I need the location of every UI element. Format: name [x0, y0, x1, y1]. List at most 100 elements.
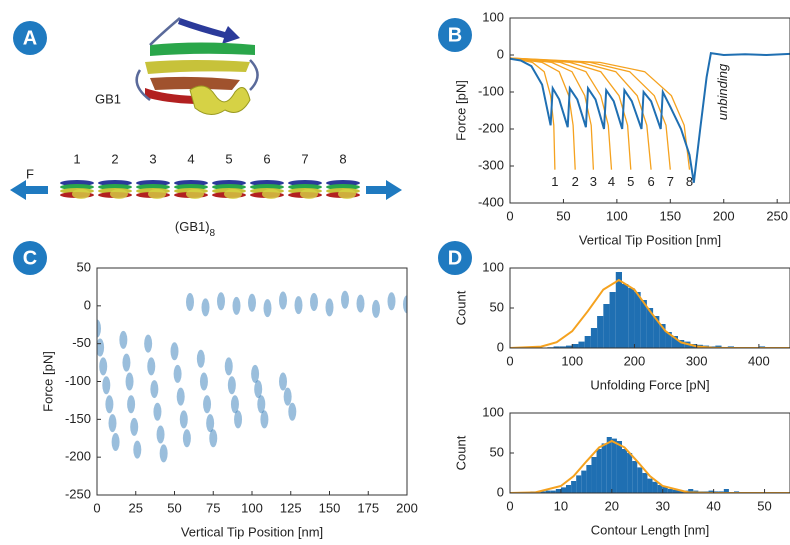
panel-badge: [13, 21, 47, 55]
domain-icon: [250, 180, 284, 199]
hist-bar: [642, 473, 648, 493]
scatter-point: [199, 372, 208, 391]
hist-bar: [715, 345, 722, 348]
hist-bar: [628, 288, 635, 348]
hist-bar: [540, 491, 546, 493]
line-series: [510, 57, 556, 170]
scatter-point: [122, 353, 131, 372]
plot-frame: [509, 267, 790, 349]
domain-number: 3: [149, 151, 156, 166]
hist-bar: [615, 272, 622, 348]
scatter-point: [186, 293, 194, 312]
domain-number: 6: [263, 151, 270, 166]
x-axis-label: Vertical Tip Position [nm]: [181, 524, 323, 539]
scatter-point: [170, 342, 179, 361]
hist-bar: [662, 486, 668, 493]
hist-bar: [671, 336, 678, 348]
y-tick-label: 0: [497, 339, 504, 354]
x-axis-label: Contour Length [nm]: [591, 522, 710, 537]
y-axis-label: Count: [453, 435, 468, 470]
y-tick-label: 0: [497, 484, 504, 499]
hist-bar: [646, 308, 654, 348]
hist-bar: [578, 341, 585, 348]
curve-label: 2: [572, 174, 579, 189]
panel-label: C: [23, 247, 37, 269]
scatter-point: [283, 387, 292, 406]
scatter-point: [341, 290, 349, 309]
scatter-point: [227, 376, 236, 395]
polymer-name: (GB1): [175, 219, 210, 234]
scatter-point: [310, 293, 318, 312]
scatter-point: [133, 440, 142, 459]
y-tick-label: 50: [77, 259, 91, 274]
domain-icon: [136, 180, 170, 199]
hist-bar: [606, 437, 612, 493]
plot-area: [510, 51, 790, 183]
x-tick-label: 50: [167, 500, 181, 515]
scatter-point: [251, 364, 260, 383]
hist-bar: [603, 304, 610, 348]
plot-frame: [509, 412, 790, 494]
x-tick-label: 200: [396, 500, 418, 515]
hist-bar: [723, 489, 729, 493]
domain-helix: [72, 189, 90, 199]
hist-bar: [590, 328, 598, 348]
panel-label: D: [448, 247, 462, 269]
hist-bar: [584, 336, 591, 348]
line-series: [510, 439, 790, 493]
panel-badge: [438, 241, 472, 275]
x-tick-label: 30: [655, 498, 669, 513]
y-tick-label: 100: [482, 259, 504, 274]
curve-label: 3: [590, 174, 597, 189]
line-series: [510, 57, 632, 170]
panel-label: A: [23, 27, 37, 49]
x-tick-label: 125: [280, 500, 302, 515]
arrow-right: [366, 180, 402, 200]
y-tick-label: -50: [72, 335, 91, 350]
scatter-point: [102, 376, 111, 395]
force-label: F: [26, 166, 34, 181]
y-tick-label: 100: [482, 404, 504, 419]
scatter-point: [232, 296, 241, 315]
x-tick-label: 150: [659, 208, 681, 223]
x-tick-label: 10: [554, 498, 568, 513]
x-tick-label: 0: [506, 353, 513, 368]
domain-helix: [262, 189, 280, 199]
polymer-subscript: 8: [210, 228, 216, 239]
x-tick-label: 25: [129, 500, 143, 515]
curve-label: 1: [551, 174, 558, 189]
scatter-point: [179, 410, 188, 429]
hist-bar: [586, 465, 592, 493]
hist-bar: [632, 461, 638, 493]
x-tick-label: 200: [713, 208, 735, 223]
domain-icon: [288, 180, 322, 199]
hist-bar: [657, 485, 663, 493]
x-tick-label: 40: [706, 498, 720, 513]
line-series: [510, 51, 790, 183]
hist-bar: [634, 292, 641, 348]
domain-icon: [212, 180, 246, 199]
scatter-point: [119, 330, 128, 349]
line-series: [510, 57, 691, 170]
x-tick-label: 150: [319, 500, 341, 515]
domain-icon: [60, 180, 94, 199]
hist-bar: [708, 490, 714, 493]
scatter-point: [325, 298, 334, 317]
scatter-point: [111, 433, 120, 452]
panel-badge: [438, 18, 472, 52]
scatter-point: [203, 395, 212, 414]
hist-bar: [591, 457, 597, 493]
scatter-point: [206, 414, 215, 433]
scatter-point: [176, 387, 185, 406]
y-axis-label: Force [pN]: [40, 351, 55, 412]
scatter-point: [201, 298, 210, 317]
y-tick-label: -100: [478, 83, 504, 98]
curve-label: 8: [686, 174, 693, 189]
scatter-point: [230, 395, 239, 414]
y-axis-label: Count: [453, 290, 468, 325]
panel-badge: [13, 241, 47, 275]
scatter-point: [217, 292, 225, 311]
y-tick-label: -150: [65, 411, 91, 426]
arrow-left: [10, 180, 48, 200]
domain-helix: [338, 189, 356, 199]
